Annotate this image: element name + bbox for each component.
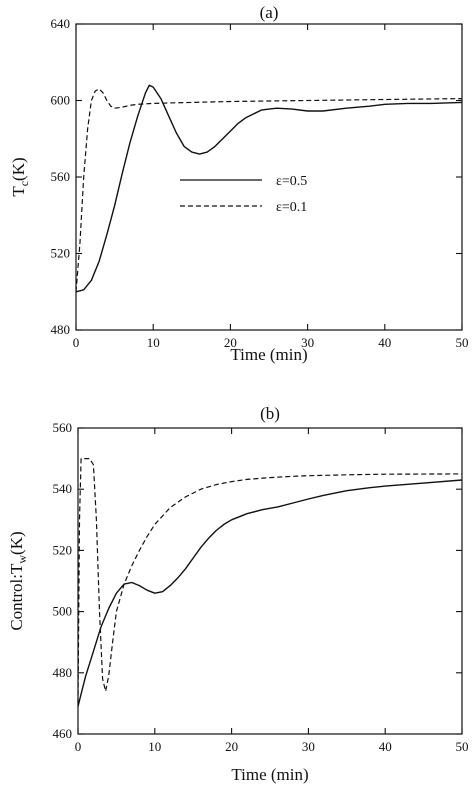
y-axis-label-b-unit: (K) <box>7 531 26 555</box>
y-tick-label-b: 560 <box>53 420 73 435</box>
x-ticks-a: 0 10 20 30 40 50 <box>73 24 469 350</box>
y-tick-label-a: 600 <box>51 93 71 108</box>
y-tick-label-a: 520 <box>51 246 71 261</box>
plot-frame-a <box>75 23 463 331</box>
x-tick-label-a: 30 <box>301 335 314 350</box>
y-tick-label-b: 540 <box>53 481 73 496</box>
y-tick-label-b: 480 <box>53 665 73 680</box>
plot-frame-b <box>77 427 463 735</box>
y-axis-label-b: Control:Tw(K) <box>7 531 29 630</box>
series-a <box>75 84 463 293</box>
y-ticks-a: 480 520 560 600 640 <box>51 16 462 337</box>
y-axis-label-a: Tc(K) <box>9 157 31 196</box>
series-line-b-solid <box>77 479 463 707</box>
y-tick-label-b: 520 <box>53 542 73 557</box>
legend-a: ε=0.5 ε=0.1 <box>180 174 307 215</box>
y-axis-label-b-main: Control:T <box>7 563 26 631</box>
series-line-a-dashed <box>75 88 463 292</box>
x-tick-label-a: 50 <box>456 335 469 350</box>
x-tick-label-b: 50 <box>456 739 469 754</box>
x-tick-label-b: 30 <box>302 739 315 754</box>
y-tick-label-a: 560 <box>51 169 71 184</box>
y-axis-label-a-unit: (K) <box>9 157 28 181</box>
legend-label-dashed: ε=0.1 <box>276 200 307 215</box>
x-ticks-b: 0 10 20 30 40 50 <box>75 428 469 754</box>
x-tick-label-b: 10 <box>148 739 161 754</box>
x-tick-label-b: 0 <box>75 739 82 754</box>
x-tick-label-a: 10 <box>147 335 160 350</box>
x-tick-label-b: 20 <box>225 739 238 754</box>
panel-a: (a) 480 520 560 600 640 0 10 20 30 40 50 Time (mi… <box>9 3 469 364</box>
y-ticks-b: 460 480 500 520 540 560 <box>53 420 462 741</box>
x-tick-label-b: 40 <box>379 739 392 754</box>
series-b <box>77 458 463 707</box>
series-line-b-dashed <box>77 458 463 704</box>
panel-label-a: (a) <box>260 3 279 22</box>
y-axis-label-a-main: T <box>9 186 28 197</box>
x-tick-label-a: 40 <box>378 335 391 350</box>
y-axis-label-a-sub: c <box>17 181 31 186</box>
y-tick-label-b: 500 <box>53 604 73 619</box>
x-tick-label-a: 20 <box>224 335 237 350</box>
series-line-a-solid <box>75 84 463 293</box>
panel-b: (b) 460 480 500 520 540 560 0 10 20 30 40 50 Time … <box>7 404 469 784</box>
x-tick-label-a: 0 <box>73 335 80 350</box>
legend-label-solid: ε=0.5 <box>276 174 307 189</box>
x-axis-label-a: Time (min) <box>230 345 307 364</box>
x-axis-label-b: Time (min) <box>231 765 308 784</box>
panel-label-b: (b) <box>260 404 280 423</box>
y-tick-label-a: 640 <box>51 16 71 31</box>
y-tick-label-b: 460 <box>53 726 73 741</box>
y-tick-label-a: 480 <box>51 322 71 337</box>
y-axis-label-b-sub: w <box>15 555 29 564</box>
